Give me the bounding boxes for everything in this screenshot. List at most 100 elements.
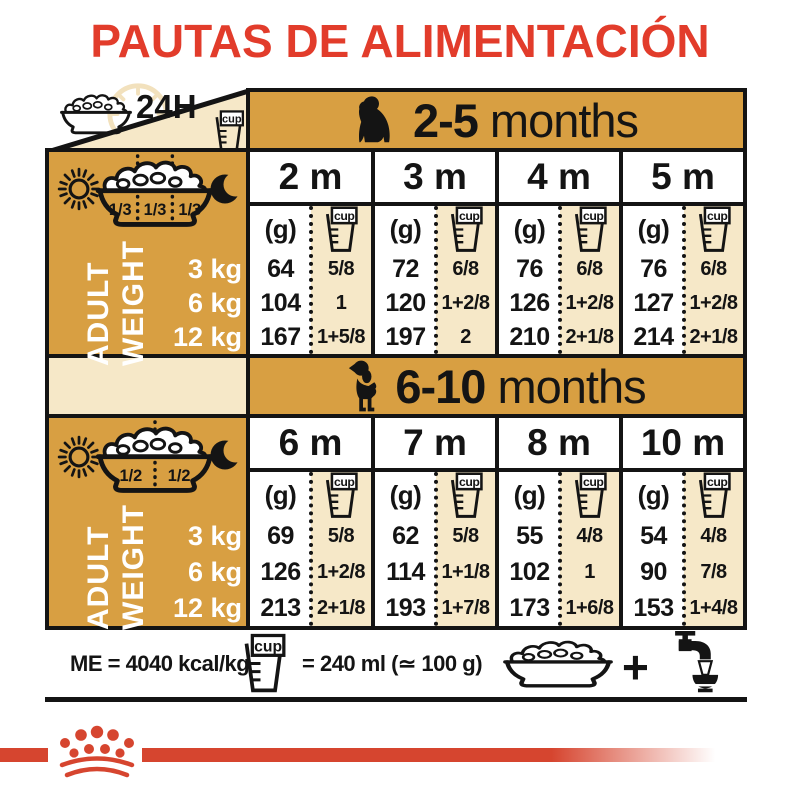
weight-label: 12 kg xyxy=(172,592,242,623)
grams-value: 127 xyxy=(633,288,674,317)
cup-icon: cup xyxy=(325,471,358,518)
ration-bowl-halves-icon: 1/2 1/2 xyxy=(95,420,215,493)
fraction-label: 1/2 xyxy=(168,467,191,485)
grams-value: 213 xyxy=(260,593,301,622)
grams-value: 193 xyxy=(385,593,426,622)
cup-unit-cell: cup xyxy=(560,205,619,252)
dotted-divider xyxy=(682,206,686,354)
grid-line xyxy=(743,88,747,630)
brand-bar-right xyxy=(142,748,727,762)
month-header: 3 m xyxy=(403,156,467,197)
crown-logo xyxy=(59,725,135,778)
cup-unit-cell: cup xyxy=(560,471,619,518)
cup-icon: cup xyxy=(698,471,731,518)
grams-value: 153 xyxy=(633,593,674,622)
fraction-label: 1/3 xyxy=(144,201,167,219)
food-bowl-icon xyxy=(503,640,613,688)
cup-equivalence-label: = 240 ml (≃ 100 g) xyxy=(302,650,483,676)
grid-line xyxy=(619,148,623,358)
cup-value: 2+1/8 xyxy=(316,596,366,619)
cup-value: 1+4/8 xyxy=(689,596,738,619)
cup-value: 1+2/8 xyxy=(316,560,366,583)
grams-value: 173 xyxy=(509,593,550,622)
months-label: months xyxy=(477,93,639,147)
month-header: 7 m xyxy=(403,422,467,463)
age-band-1: 2-5 months xyxy=(246,88,747,152)
cup-icon: cup xyxy=(574,471,607,518)
cup-value: 1+5/8 xyxy=(316,325,366,348)
poodle-dog-icon xyxy=(349,360,377,412)
grid-line xyxy=(45,626,747,630)
ration-bowl-thirds-icon: 1/3 1/3 1/3 xyxy=(95,154,215,227)
cup-value: 2+1/8 xyxy=(689,325,738,348)
svg-text:cup: cup xyxy=(706,474,726,488)
age-band-1-bg xyxy=(246,88,747,152)
svg-text:cup: cup xyxy=(458,208,478,222)
age-range: 2-5 xyxy=(412,93,479,147)
24h-label: 24H xyxy=(136,88,197,125)
weight-label: 6 kg xyxy=(187,287,242,318)
cup-unit-cell: cup xyxy=(684,205,743,252)
month-header: 5 m xyxy=(651,156,715,197)
cup-subcolumn-bg xyxy=(311,472,371,626)
svg-text:cup: cup xyxy=(334,474,354,488)
cup-label: cup xyxy=(222,113,242,125)
cup-value: 5/8 xyxy=(327,524,355,547)
cup-value: 6/8 xyxy=(452,257,479,280)
cup-value: 6/8 xyxy=(700,257,727,280)
cup-value: 1+2/8 xyxy=(689,291,738,314)
grams-value: 64 xyxy=(267,254,294,283)
cup-icon: cup xyxy=(325,205,358,252)
corner-divider xyxy=(45,88,250,152)
cup-icon: cup xyxy=(574,205,607,252)
cup-value: 5/8 xyxy=(327,257,355,280)
grams-value: 120 xyxy=(385,288,426,317)
dotted-divider xyxy=(434,206,438,354)
grams-unit-label: (g) xyxy=(637,479,670,510)
grams-value: 69 xyxy=(267,521,294,550)
age-band-2: 6-10 months xyxy=(246,354,747,418)
fraction-label: 1/2 xyxy=(119,467,142,485)
grams-value: 114 xyxy=(386,557,425,586)
grid-line xyxy=(371,148,375,358)
month-header: 8 m xyxy=(527,422,591,463)
grams-value: 104 xyxy=(260,288,301,317)
grid-line xyxy=(495,148,499,358)
grid-line xyxy=(45,697,747,702)
grams-unit-label: (g) xyxy=(389,213,422,244)
cup-subcolumn-bg xyxy=(684,472,743,626)
month-header: 4 m xyxy=(527,156,591,197)
cup-value: 1 xyxy=(335,291,347,314)
plus-label: + xyxy=(622,641,649,693)
svg-text:cup: cup xyxy=(582,208,602,222)
cup-value: 2 xyxy=(460,325,471,348)
cup-value: 4/8 xyxy=(700,524,727,547)
cup-subcolumn-bg xyxy=(436,472,495,626)
grams-value: 76 xyxy=(640,254,667,283)
weight-rows: 3 kg 6 kg 12 kg xyxy=(140,252,242,354)
weight-label: 3 kg xyxy=(187,253,242,284)
grams-unit-label: (g) xyxy=(637,213,670,244)
cup-subcolumn-bg xyxy=(560,206,619,354)
weight-label: 3 kg xyxy=(187,520,242,551)
svg-text:cup: cup xyxy=(582,474,602,488)
grid-line xyxy=(619,414,623,630)
grams-unit-label: (g) xyxy=(513,213,546,244)
grams-unit-label: (g) xyxy=(264,479,297,510)
grams-value: 90 xyxy=(640,557,667,586)
cup-subcolumn-bg xyxy=(311,206,371,354)
cup-subcolumn-bg xyxy=(684,206,743,354)
grams-value: 197 xyxy=(385,322,426,351)
cup-icon: cup xyxy=(450,471,483,518)
band-2-left-cell xyxy=(45,354,250,418)
grams-value: 54 xyxy=(640,521,667,550)
svg-text:cup: cup xyxy=(706,208,726,222)
dotted-divider xyxy=(309,206,313,354)
grid-line xyxy=(246,88,747,92)
brand-bar-left xyxy=(0,748,48,762)
weight-label: 12 kg xyxy=(172,321,242,352)
cup-unit-cell: cup xyxy=(684,471,743,518)
page-title: PAUTAS DE ALIMENTACIÓN xyxy=(90,15,710,67)
cup-value: 2+1/8 xyxy=(565,325,614,348)
